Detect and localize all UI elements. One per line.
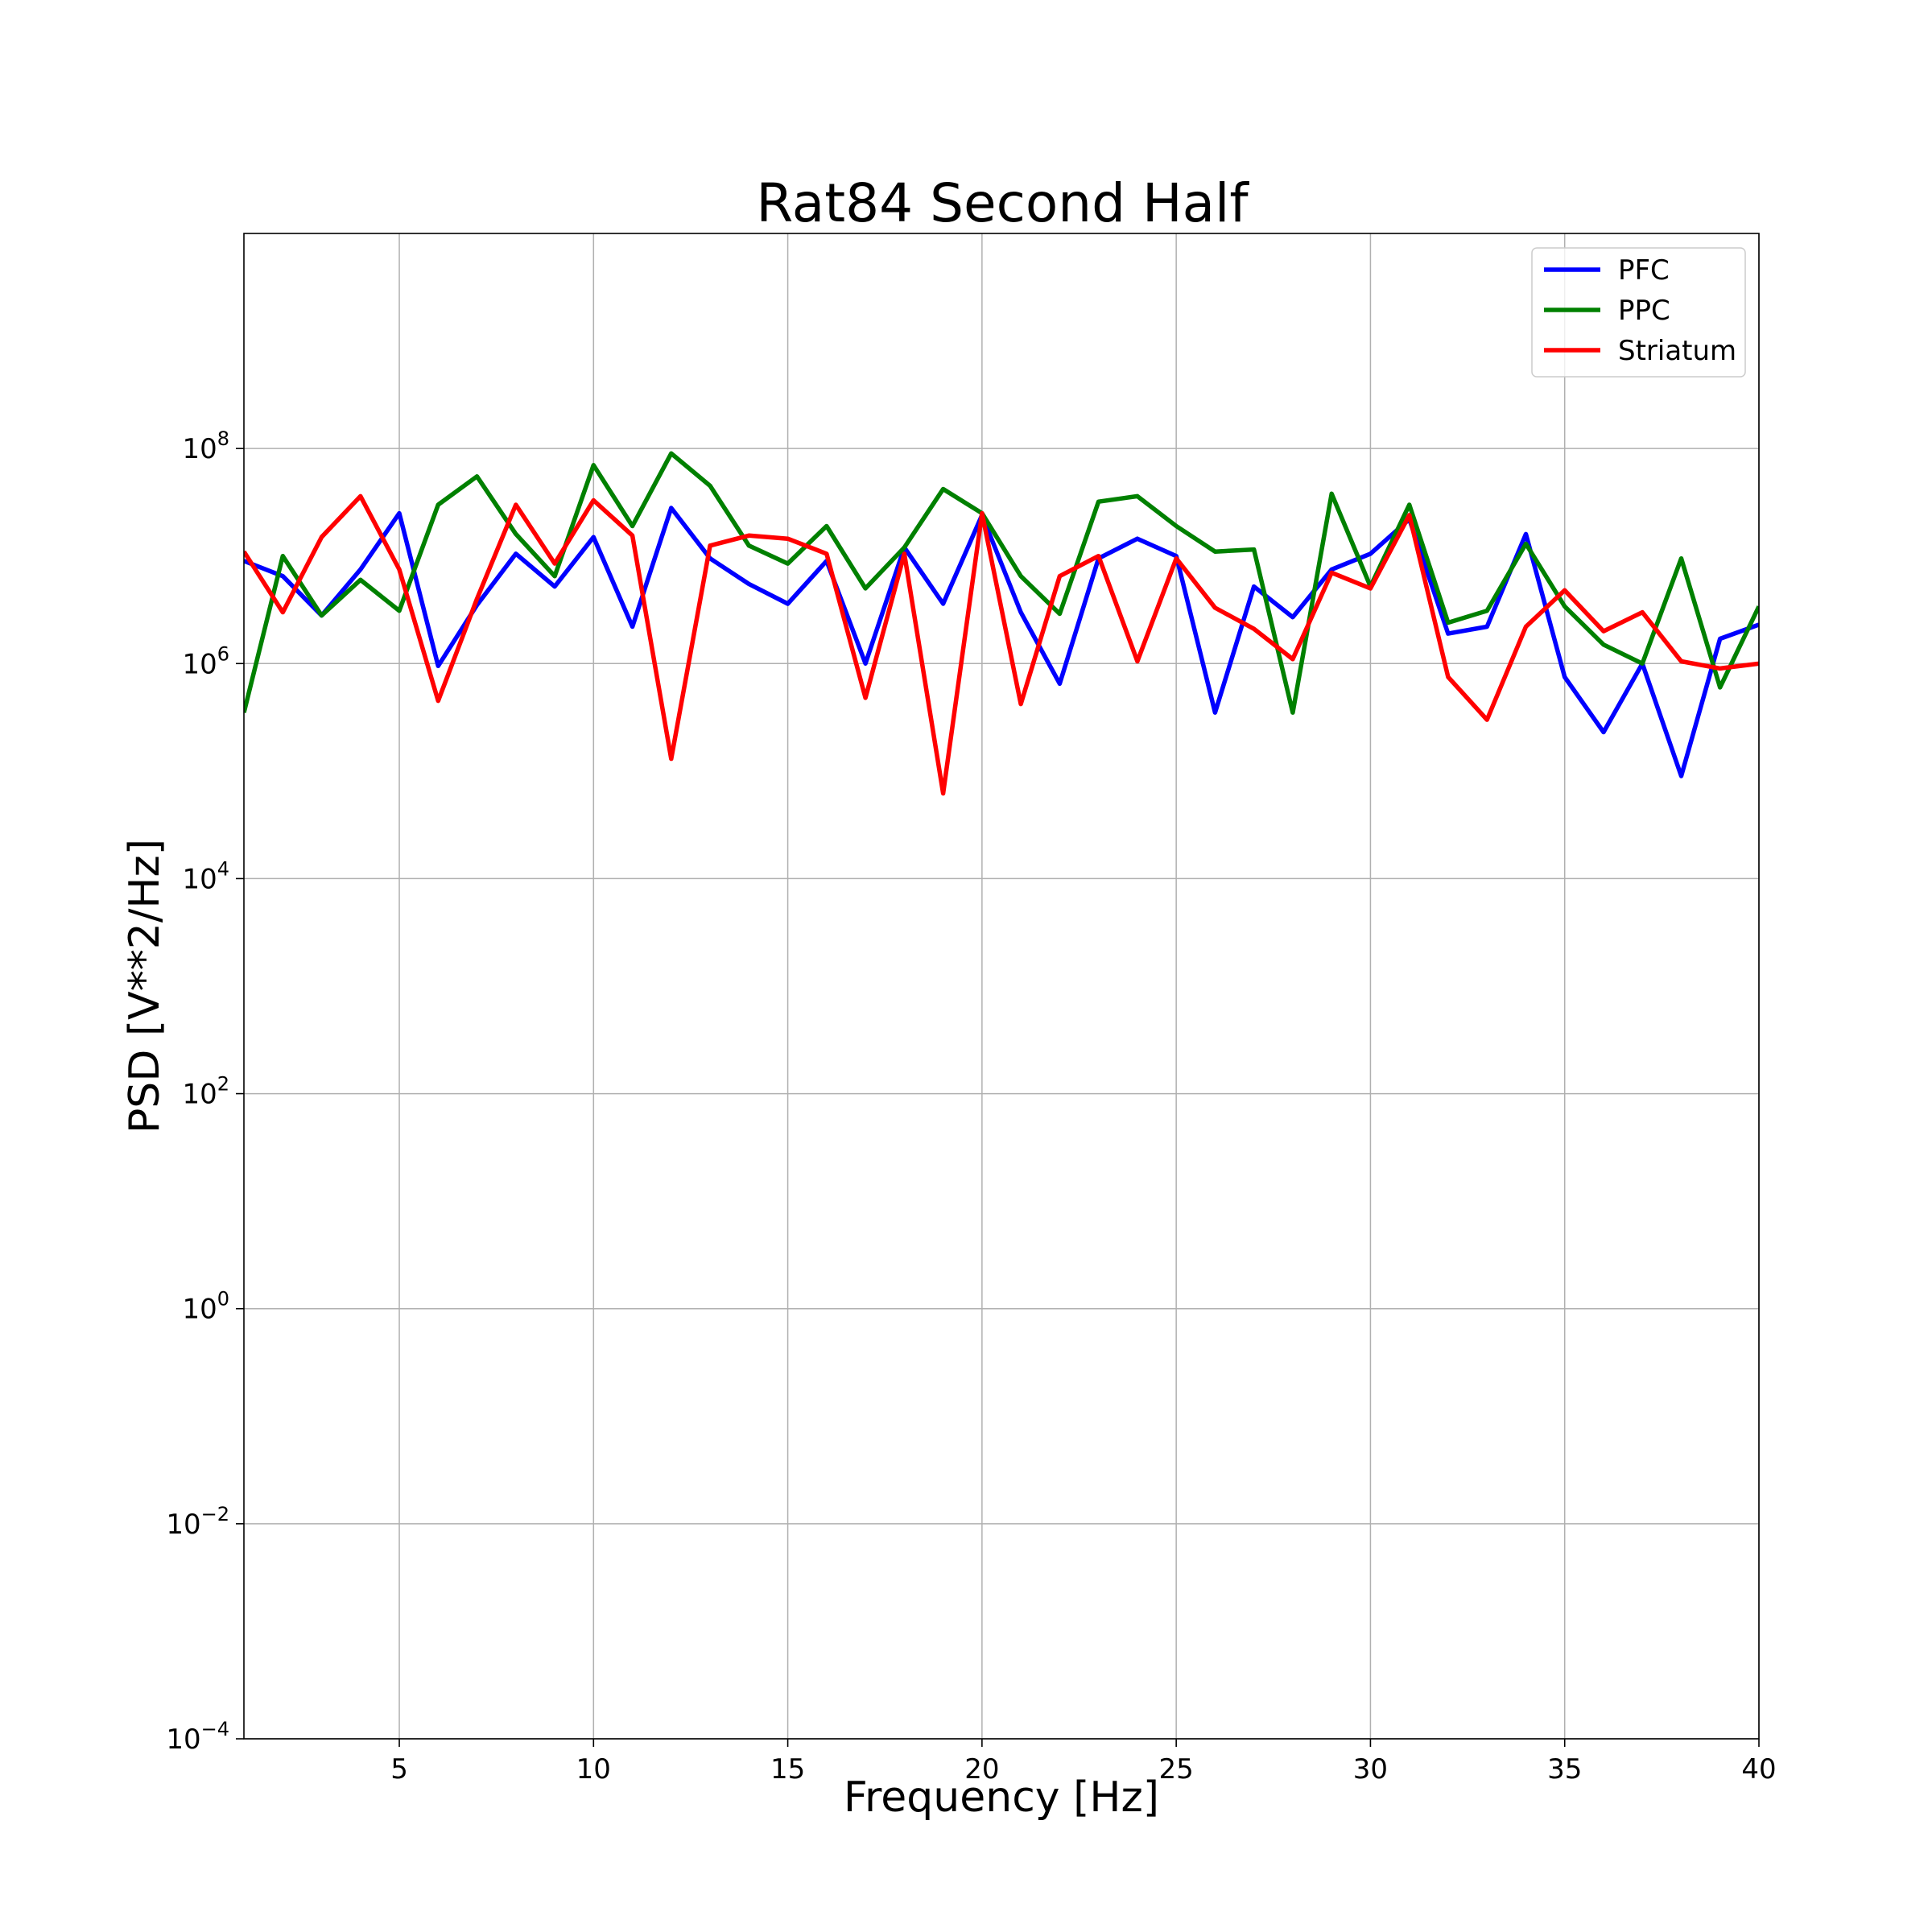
x-tick-label: 5 bbox=[390, 1753, 408, 1785]
x-tick-label: 30 bbox=[1353, 1753, 1388, 1785]
y-tick-label: 10−4 bbox=[166, 1718, 229, 1756]
x-tick-label: 20 bbox=[964, 1753, 999, 1785]
x-tick-label: 40 bbox=[1741, 1753, 1776, 1785]
y-tick-label: 102 bbox=[182, 1073, 229, 1111]
x-tick-label: 25 bbox=[1159, 1753, 1194, 1785]
legend-box bbox=[1531, 247, 1746, 378]
y-tick-label: 108 bbox=[182, 427, 229, 465]
y-axis-label: PSD [V**2/Hz] bbox=[121, 839, 169, 1133]
y-tick-label: 104 bbox=[182, 857, 229, 895]
legend-label-ppc: PPC bbox=[1618, 295, 1670, 327]
y-tick-label: 10−2 bbox=[166, 1503, 229, 1541]
axis-ticks: 5 10 15 20 25 30 35 40 10−4 10−2 100 102 104 106 108 bbox=[166, 427, 1776, 1785]
series-line-ppc bbox=[244, 451, 1759, 715]
x-tick-label: 10 bbox=[576, 1753, 611, 1785]
x-axis-label: Frequency [Hz] bbox=[844, 1773, 1159, 1822]
y-tick-label: 100 bbox=[182, 1288, 229, 1326]
series-line-striatum bbox=[244, 493, 1759, 796]
y-tick-label: 106 bbox=[182, 642, 229, 680]
x-tick-label: 15 bbox=[770, 1753, 805, 1785]
plot-frame bbox=[243, 233, 1760, 1740]
plot-series bbox=[244, 451, 1759, 796]
legend-label-pfc: PFC bbox=[1618, 254, 1670, 287]
chart-title: Rat84 Second Half bbox=[756, 172, 1249, 234]
x-tick-label: 35 bbox=[1547, 1753, 1582, 1785]
legend-label-striatum: Striatum bbox=[1618, 335, 1736, 367]
legend: PFC PPC Striatum bbox=[1531, 247, 1746, 378]
grid-lines bbox=[244, 233, 1760, 1740]
